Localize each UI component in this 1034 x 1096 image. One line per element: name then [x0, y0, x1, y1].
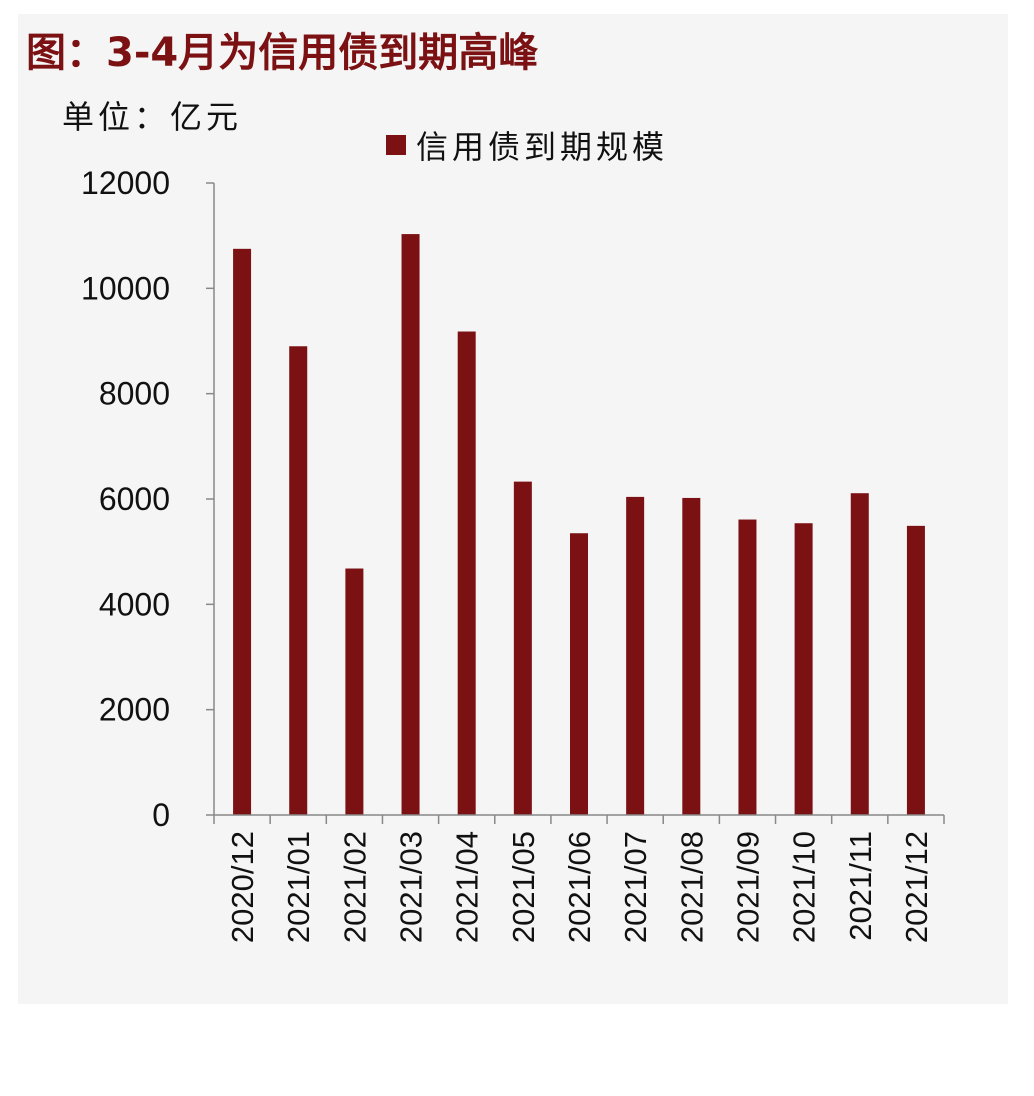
x-tick-label: 2021/12	[899, 831, 934, 943]
x-tick-label: 2021/02	[337, 831, 372, 943]
bar	[513, 481, 532, 815]
bar	[570, 533, 588, 815]
bar	[345, 568, 364, 815]
bar	[289, 346, 308, 815]
unit-label: 单位：亿元	[62, 98, 243, 136]
x-tick-label: 2021/01	[281, 831, 316, 943]
y-tick-label: 4000	[99, 586, 170, 622]
x-tick-label: 2021/08	[674, 831, 709, 943]
x-tick-label: 2021/03	[394, 831, 429, 943]
x-tick-label: 2021/09	[730, 831, 765, 943]
bar	[457, 331, 476, 815]
chart-title: 图：3-4月为信用债到期高峰	[26, 30, 539, 76]
chart-panel	[18, 14, 1008, 1004]
x-tick-label: 2021/05	[506, 831, 541, 943]
bar	[401, 234, 420, 815]
legend-label: 信用债到期规模	[416, 128, 669, 166]
bar	[233, 248, 252, 816]
x-tick-label: 2021/10	[787, 831, 822, 943]
y-tick-label: 12000	[81, 165, 170, 201]
x-tick-label: 2020/12	[225, 831, 260, 943]
bar	[794, 523, 813, 815]
bar	[626, 496, 645, 815]
y-tick-label: 8000	[99, 376, 170, 412]
y-tick-label: 10000	[81, 270, 170, 306]
y-tick-label: 2000	[99, 692, 170, 728]
legend-swatch	[386, 135, 406, 155]
bar	[682, 497, 701, 815]
bar	[738, 519, 757, 815]
bar	[906, 525, 925, 815]
x-tick-label: 2021/06	[562, 831, 597, 943]
bar	[850, 493, 869, 815]
x-tick-label: 2021/11	[843, 831, 878, 941]
x-tick-label: 2021/04	[450, 831, 485, 943]
legend: 信用债到期规模	[386, 122, 668, 168]
y-tick-label: 6000	[99, 481, 170, 517]
y-tick-label: 0	[152, 797, 170, 833]
x-tick-label: 2021/07	[618, 831, 653, 943]
